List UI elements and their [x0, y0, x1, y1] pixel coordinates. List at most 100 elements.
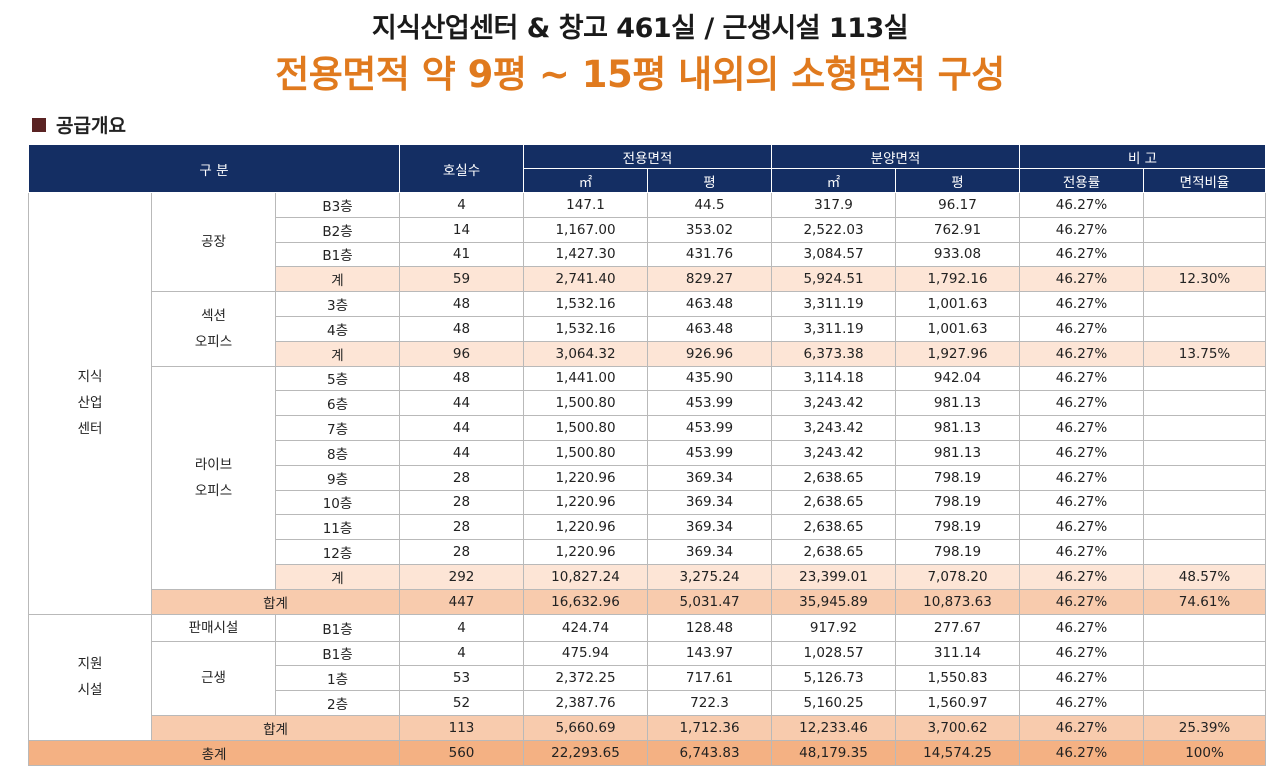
row-units: 28 — [399, 539, 524, 565]
row-ex-py: 369.34 — [647, 539, 772, 565]
row-sale-m2: 3,243.42 — [771, 415, 896, 441]
row-floor: 9층 — [275, 464, 400, 491]
row-ratio: 100% — [1142, 739, 1267, 766]
group-section-office: 섹션 오피스 — [151, 291, 276, 367]
row-sale-py: 1,001.63 — [895, 315, 1020, 342]
row-ratio — [1142, 514, 1267, 541]
row-floor: 3층 — [275, 291, 400, 317]
row-units: 28 — [399, 514, 524, 541]
row-sale-py: 10,873.63 — [895, 588, 1020, 615]
row-ratio — [1142, 665, 1267, 692]
row-ex-py: 1,712.36 — [647, 714, 772, 741]
row-ratio: 25.39% — [1142, 714, 1267, 741]
row-sale-m2: 5,924.51 — [771, 266, 896, 293]
row-sale-py: 1,927.96 — [895, 340, 1020, 367]
header-ex-sqm: ㎡ — [523, 168, 648, 193]
row-floor: 합계 — [151, 588, 400, 615]
row-rate: 46.27% — [1019, 340, 1144, 367]
page-title-line1: 지식산업센터 & 창고 461실 / 근생시설 113실 — [371, 13, 909, 44]
row-ex-m2: 2,741.40 — [523, 266, 648, 293]
row-ex-py: 369.34 — [647, 514, 772, 541]
row-rate: 46.27% — [1019, 489, 1144, 516]
row-units: 52 — [399, 690, 524, 716]
row-ex-m2: 1,220.96 — [523, 489, 648, 516]
group-factory: 공장 — [151, 191, 276, 293]
row-ex-py: 143.97 — [647, 640, 772, 667]
row-ratio — [1142, 439, 1267, 466]
row-units: 447 — [399, 588, 524, 615]
table-row: 1층 53 2,372.25 717.61 5,126.73 1,550.83 … — [29, 665, 1267, 692]
row-ex-py: 463.48 — [647, 291, 772, 317]
table-row: 2층 52 2,387.76 722.3 5,160.25 1,560.97 4… — [29, 690, 1267, 716]
group-live-office: 라이브 오피스 — [151, 365, 276, 590]
header-exclusive-rate: 전용률 — [1019, 168, 1144, 193]
row-floor: B1층 — [275, 613, 400, 642]
total-row: 합계 447 16,632.96 5,031.47 35,945.89 10,8… — [29, 588, 1267, 615]
row-sale-m2: 317.9 — [771, 192, 896, 218]
row-ratio — [1142, 241, 1267, 268]
row-ex-py: 353.02 — [647, 216, 772, 243]
row-sale-m2: 1,028.57 — [771, 640, 896, 667]
table-row: 12층 28 1,220.96 369.34 2,638.65 798.19 4… — [29, 539, 1267, 565]
header-area-ratio: 면적비율 — [1142, 168, 1267, 193]
row-ratio — [1142, 539, 1267, 565]
row-ex-py: 431.76 — [647, 241, 772, 268]
row-ex-m2: 1,220.96 — [523, 539, 648, 565]
row-sale-m2: 2,638.65 — [771, 514, 896, 541]
row-rate: 46.27% — [1019, 291, 1144, 317]
row-floor: 6층 — [275, 390, 400, 417]
row-sale-py: 942.04 — [895, 365, 1020, 392]
row-floor: B3층 — [275, 192, 400, 218]
row-units: 560 — [399, 739, 524, 766]
row-sale-py: 762.91 — [895, 216, 1020, 243]
row-ex-py: 722.3 — [647, 690, 772, 716]
table-row: 라이브 오피스 5층 48 1,441.00 435.90 3,114.18 9… — [29, 365, 1267, 590]
row-sale-py: 3,700.62 — [895, 714, 1020, 741]
row-ratio — [1142, 365, 1267, 392]
row-sale-m2: 2,638.65 — [771, 539, 896, 565]
table-row: 6층 44 1,500.80 453.99 3,243.42 981.13 46… — [29, 390, 1267, 417]
table-row: 7층 44 1,500.80 453.99 3,243.42 981.13 46… — [29, 415, 1267, 441]
row-ratio — [1142, 489, 1267, 516]
row-ex-m2: 1,220.96 — [523, 514, 648, 541]
group-retail: 판매시설 — [151, 613, 276, 642]
row-ex-m2: 1,220.96 — [523, 464, 648, 491]
row-rate: 46.27% — [1019, 390, 1144, 417]
row-floor: 5층 — [275, 365, 400, 392]
row-ex-py: 3,275.24 — [647, 563, 772, 590]
row-units: 292 — [399, 563, 524, 590]
row-ex-m2: 1,532.16 — [523, 291, 648, 317]
header-exclusive-area: 전용면적 — [523, 144, 772, 169]
row-sale-py: 311.14 — [895, 640, 1020, 667]
row-ex-m2: 2,387.76 — [523, 690, 648, 716]
subtotal-row: 계 59 2,741.40 829.27 5,924.51 1,792.16 4… — [29, 266, 1267, 293]
row-ex-py: 6,743.83 — [647, 739, 772, 766]
row-floor: 2층 — [275, 690, 400, 716]
row-sale-m2: 3,084.57 — [771, 241, 896, 268]
row-rate: 46.27% — [1019, 588, 1144, 615]
row-sale-py: 981.13 — [895, 439, 1020, 466]
page-title-line2: 전용면적 약 9평 ~ 15평 내외의 소형면적 구성 — [275, 53, 1005, 96]
row-sale-py: 14,574.25 — [895, 739, 1020, 766]
row-sale-m2: 3,311.19 — [771, 315, 896, 342]
row-rate: 46.27% — [1019, 365, 1144, 392]
row-rate: 46.27% — [1019, 439, 1144, 466]
row-units: 96 — [399, 340, 524, 367]
group-support: 지원 시설 — [28, 613, 152, 741]
row-floor: 1층 — [275, 665, 400, 692]
row-ratio — [1142, 192, 1267, 218]
row-ratio — [1142, 415, 1267, 441]
row-sale-py: 7,078.20 — [895, 563, 1020, 590]
grand-total-row: 총계 560 22,293.65 6,743.83 48,179.35 14,5… — [28, 739, 1267, 766]
row-sale-py: 981.13 — [895, 415, 1020, 441]
row-ex-m2: 1,500.80 — [523, 390, 648, 417]
row-ratio — [1142, 315, 1267, 342]
row-sale-m2: 3,114.18 — [771, 365, 896, 392]
row-floor: 10층 — [275, 489, 400, 516]
row-ex-py: 926.96 — [647, 340, 772, 367]
row-floor: 총계 — [28, 739, 400, 766]
row-rate: 46.27% — [1019, 216, 1144, 243]
row-rate: 46.27% — [1019, 640, 1144, 667]
row-rate: 46.27% — [1019, 464, 1144, 491]
row-ex-m2: 1,167.00 — [523, 216, 648, 243]
